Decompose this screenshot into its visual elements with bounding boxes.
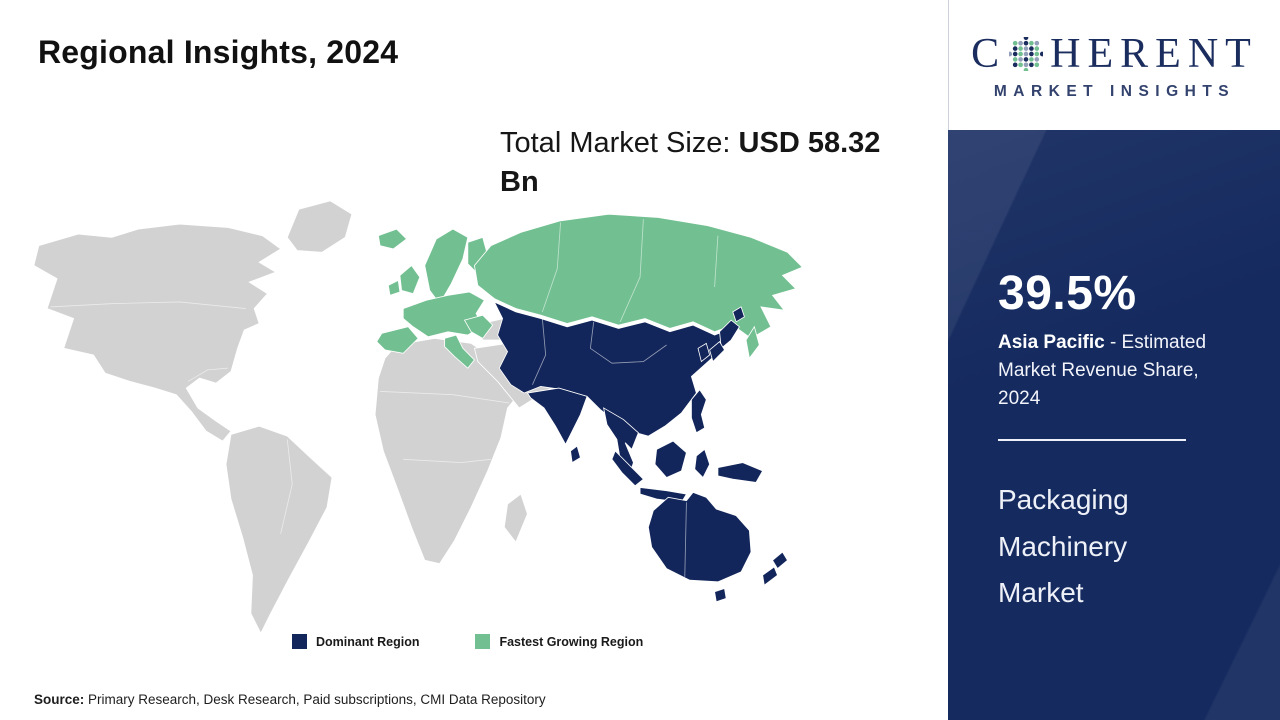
region-south-america xyxy=(225,425,333,635)
fastest-region-swatch xyxy=(475,634,491,649)
share-description: Asia Pacific - Estimated Market Revenue … xyxy=(998,329,1238,413)
brand-name: C HERENT xyxy=(971,30,1258,78)
share-value: 39.5% xyxy=(998,267,1137,320)
page-title: Regional Insights, 2024 xyxy=(38,34,399,70)
share-suffix: - Estimated Market Revenue Share, 2024 xyxy=(998,332,1207,410)
total-market-size: Total Market Size: USD 58.32 Bn xyxy=(500,124,916,202)
coherent-dot-globe-icon xyxy=(1009,36,1044,71)
total-market-size-label: Total Market Size: xyxy=(500,127,739,159)
region-australia-nz xyxy=(647,491,789,603)
sidebar-panel: 39.5% Asia Pacific - Estimated Market Re… xyxy=(948,130,1280,720)
share-region-name: Asia Pacific xyxy=(998,332,1105,353)
total-market-size-value: USD 58.32 Bn xyxy=(500,127,881,199)
region-asia-pacific xyxy=(493,301,764,503)
brand-rest-letters: HERENT xyxy=(1050,30,1258,77)
brand-tagline: MARKET INSIGHTS xyxy=(993,82,1236,100)
region-europe xyxy=(376,228,494,369)
market-name: Packaging Machinery Market xyxy=(998,484,1129,608)
source-note: Source: Primary Research, Desk Research,… xyxy=(34,692,546,707)
region-greenland xyxy=(286,200,353,253)
source-text: Primary Research, Desk Research, Paid su… xyxy=(88,692,546,707)
region-north-america xyxy=(33,223,282,442)
dominant-region-label: Dominant Region xyxy=(316,634,420,649)
sidebar-divider xyxy=(998,439,1186,442)
legend-item-dominant: Dominant Region xyxy=(292,634,419,649)
region-africa xyxy=(374,337,528,565)
fastest-region-label: Fastest Growing Region xyxy=(499,634,644,649)
map-legend: Dominant Region Fastest Growing Region xyxy=(292,634,643,649)
source-label: Source: xyxy=(34,692,89,707)
dominant-region-swatch xyxy=(292,634,307,649)
legend-item-fastest: Fastest Growing Region xyxy=(475,634,643,649)
region-russia xyxy=(473,213,804,360)
brand-logo: C HERENT MARKET INSIGHTS xyxy=(948,0,1280,130)
brand-first-letter: C xyxy=(971,30,1007,77)
world-map xyxy=(14,186,809,650)
